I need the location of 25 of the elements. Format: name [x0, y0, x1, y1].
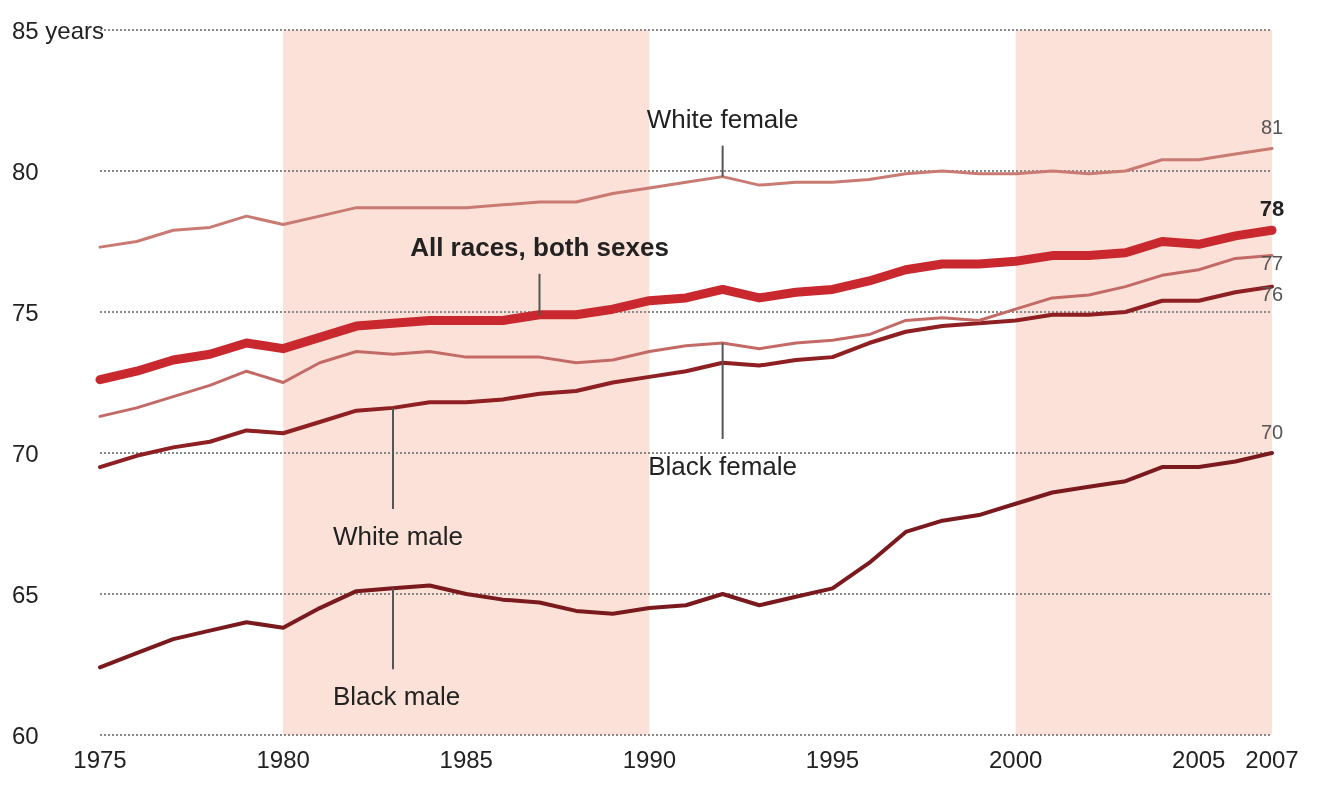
y-tick-label: 70	[12, 439, 39, 467]
line-series	[98, 451, 1274, 670]
x-tick-label: 1985	[439, 745, 493, 773]
annotation: Black male	[333, 681, 461, 712]
data-label: 81	[1260, 116, 1284, 139]
x-tick-label: 1990	[622, 745, 677, 773]
x-tick-label: 1975	[73, 745, 127, 773]
y-tick-label: 80	[12, 157, 39, 185]
annotation: White male	[333, 520, 464, 551]
x-tick-label: 1995	[805, 745, 860, 773]
y-tick-label: 75	[12, 298, 39, 326]
data-label: 78	[1259, 195, 1285, 221]
data-label: 70	[1260, 421, 1284, 443]
data-label: 76	[1260, 282, 1284, 305]
y-tick-label: 60	[12, 721, 39, 749]
y-tick-label: 85 years	[12, 16, 105, 44]
annotation: White female	[646, 103, 799, 134]
y-tick-label: 65	[12, 580, 39, 608]
x-tick-label: 2000	[988, 745, 1043, 773]
x-tick-label: 1980	[256, 745, 310, 773]
annotation: Black female	[648, 451, 798, 482]
data-label: 77	[1260, 251, 1284, 274]
annotation: All races, both sexes	[410, 231, 669, 262]
x-tick-label: 2007	[1245, 745, 1299, 773]
x-tick-label: 2005	[1172, 745, 1226, 773]
